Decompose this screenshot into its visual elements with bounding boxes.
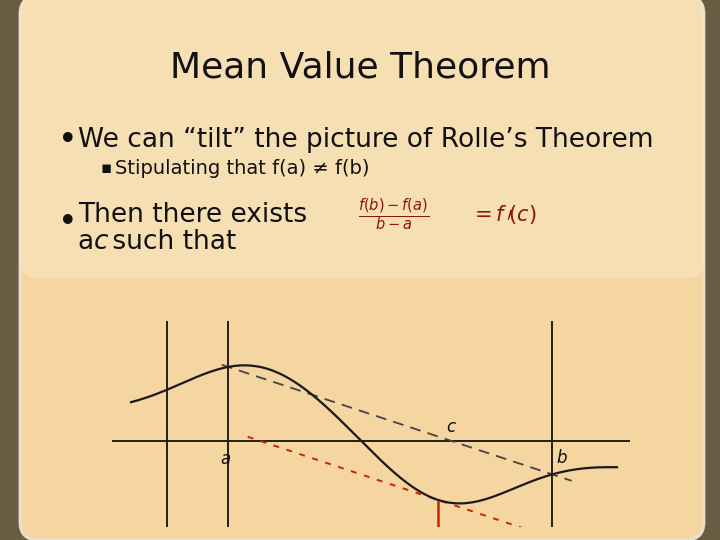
Text: Mean Value Theorem: Mean Value Theorem <box>170 50 550 84</box>
Text: •: • <box>58 206 78 239</box>
Text: ▪: ▪ <box>100 159 112 177</box>
Text: We can “tilt” the picture of Rolle’s Theorem: We can “tilt” the picture of Rolle’s The… <box>78 127 654 153</box>
Text: a: a <box>78 229 102 255</box>
Text: such that: such that <box>104 229 236 255</box>
FancyBboxPatch shape <box>20 0 704 540</box>
Text: a: a <box>220 450 230 468</box>
Text: c: c <box>446 418 455 436</box>
Text: c: c <box>94 229 109 255</box>
Text: $\frac{f(b)-f(a)}{b-a}$: $\frac{f(b)-f(a)}{b-a}$ <box>358 197 429 233</box>
Text: b: b <box>557 449 567 467</box>
Text: Then there exists: Then there exists <box>78 202 307 228</box>
FancyBboxPatch shape <box>20 0 704 278</box>
Text: Stipulating that f(a) ≠ f(b): Stipulating that f(a) ≠ f(b) <box>115 159 369 178</box>
Text: $= f\,\prime\!(c)$: $= f\,\prime\!(c)$ <box>470 204 536 226</box>
Text: •: • <box>58 124 78 157</box>
